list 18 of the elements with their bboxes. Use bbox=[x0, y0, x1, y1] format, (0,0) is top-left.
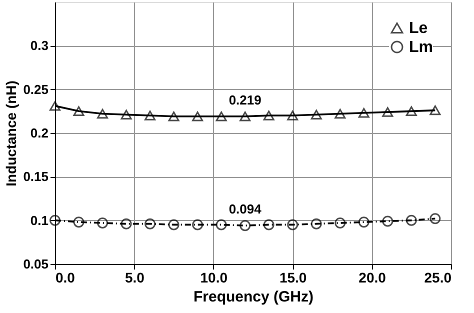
x-tick-label: 20.0 bbox=[358, 270, 386, 286]
annotation: 0.094 bbox=[228, 202, 262, 217]
x-axis-title: Frequency (GHz) bbox=[193, 288, 314, 306]
x-tick-label: 25.0 bbox=[424, 270, 452, 286]
legend-label: Le bbox=[409, 20, 428, 37]
y-tick-label: 0.05 bbox=[23, 256, 48, 272]
x-tick-label: 15.0 bbox=[279, 270, 307, 286]
legend-label: Lm bbox=[409, 39, 433, 56]
y-tick-label: 0.1 bbox=[30, 212, 48, 228]
y-tick-label: 0.25 bbox=[23, 82, 48, 97]
y-tick-label: 0.15 bbox=[23, 169, 48, 184]
y-tick-label: 0.3 bbox=[30, 38, 48, 54]
y-tick-label: 0.2 bbox=[30, 126, 48, 140]
x-tick-label: 5.0 bbox=[124, 270, 145, 286]
y-axis-title: Inductance (nH) bbox=[3, 80, 20, 186]
x-tick-label: 10.0 bbox=[200, 270, 228, 286]
annotation: 0.219 bbox=[228, 92, 262, 108]
x-tick-label: 0.0 bbox=[56, 270, 76, 286]
